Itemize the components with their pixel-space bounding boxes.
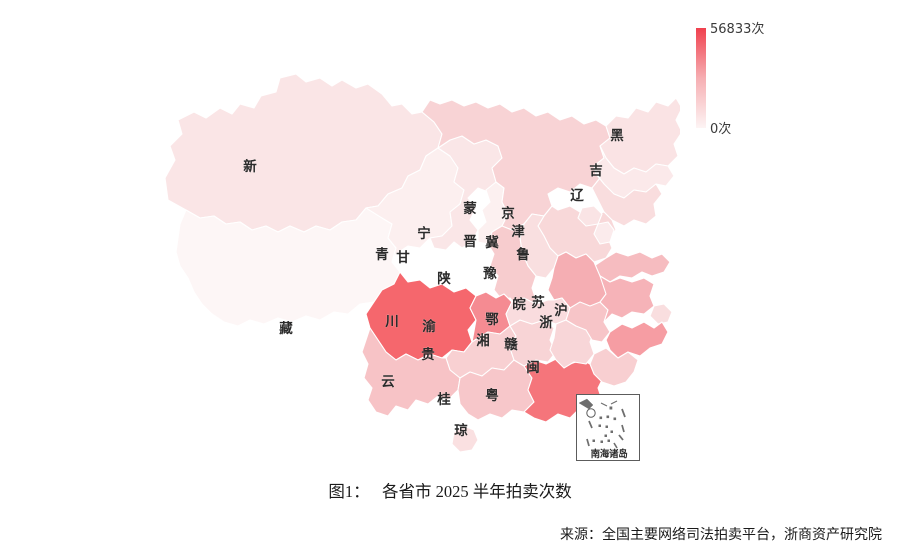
province-label-HEB: 冀 [485,234,499,251]
province-label-AH: 皖 [512,296,526,313]
legend-max-label: 56833次 [710,22,765,37]
province-labels: 黑 吉 辽 蒙 新 青 甘 宁 陕 晋 冀 京 津 鲁 豫 藏 川 渝 贵 云 [243,128,625,440]
province-label-HAIN: 琼 [454,422,468,439]
province-SH[interactable] [649,303,673,325]
province-label-NX: 宁 [417,225,431,242]
province-shapes[interactable] [164,73,680,453]
province-label-SX: 晋 [463,234,477,250]
province-label-GZ: 贵 [421,346,435,363]
province-label-XZ: 藏 [279,320,293,337]
province-label-GS: 甘 [396,249,410,266]
province-label-SAX: 陕 [437,270,451,287]
map-svg[interactable]: 黑 吉 辽 蒙 新 青 甘 宁 陕 晋 冀 京 津 鲁 豫 藏 川 渝 贵 云 [120,8,680,468]
province-TJ[interactable] [593,221,615,245]
legend-gradient-bar [696,28,706,128]
province-label-SH: 沪 [554,302,568,319]
province-label-GD: 粤 [485,387,499,404]
legend-min-label: 0次 [710,122,732,137]
province-YN[interactable] [361,327,461,417]
province-label-NMG: 蒙 [463,200,477,217]
province-NMG[interactable] [421,99,611,231]
province-label-SD: 鲁 [515,246,530,263]
figure-caption: 图1： 各省市 2025 半年拍卖次数 [328,482,572,501]
province-HAIN[interactable] [451,425,479,453]
province-label-LN: 辽 [570,188,584,204]
color-legend: 56833次 0次 [696,18,816,138]
province-label-YN: 云 [381,374,395,390]
china-choropleth-map[interactable]: 黑 吉 辽 蒙 新 青 甘 宁 陕 晋 冀 京 津 鲁 豫 藏 川 渝 贵 云 [120,8,680,468]
province-label-HUB: 鄂 [485,312,499,328]
province-label-HLJ: 黑 [610,128,624,144]
province-JS[interactable] [599,275,655,323]
province-label-JX: 赣 [504,336,518,353]
province-label-SC: 川 [384,314,399,330]
province-LN[interactable] [591,165,663,227]
province-label-TJ: 津 [511,223,525,240]
province-label-HUN: 湘 [476,332,490,349]
province-label-FJ: 闽 [526,359,540,376]
province-label-JS: 苏 [531,294,545,311]
province-label-GX: 桂 [436,391,451,408]
province-ZJ[interactable] [605,321,669,359]
province-FJ[interactable] [589,347,639,387]
province-label-JL: 吉 [589,162,603,179]
province-label-XJ: 新 [243,158,257,175]
figure-source: 来源：全国主要网络司法拍卖平台，浙商资产研究院 [560,528,882,543]
province-label-ZJ: 浙 [539,314,553,331]
province-SAX[interactable] [487,223,537,311]
sea-inset-label: 南海诸岛 [590,449,628,460]
south-china-sea-inset: 南海诸岛 [576,394,640,461]
sea-inset-svg [578,398,626,449]
province-label-HEN: 豫 [483,265,497,282]
province-label-QH: 青 [375,246,389,263]
province-label-BJ: 京 [501,205,515,222]
province-label-CQ: 渝 [422,318,436,335]
